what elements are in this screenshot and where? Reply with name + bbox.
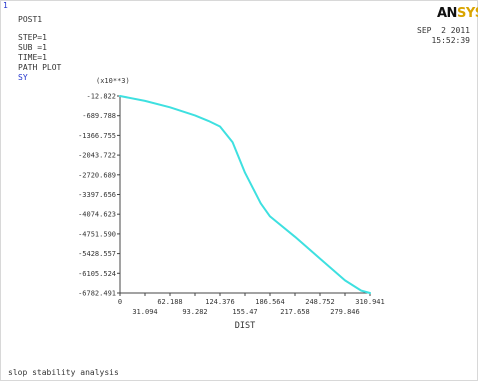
y-axis-multiplier-label: (x10**3) [96,77,130,85]
plot-header: POST1 STEP=1 SUB =1 TIME=1 PATH PLOT SY [18,15,61,83]
y-tick-label: -6782.491 [78,290,116,298]
plot-datetime: SEP 2 2011 15:52:39 [417,26,470,46]
x-tick-label: 0 [118,298,122,306]
x-tick-label: 124.376 [205,298,235,306]
x-tick-label: 186.564 [255,298,285,306]
y-tick-label: -4074.623 [78,211,116,219]
logo-text-tail: SYS [456,6,478,21]
x-tick-label: 62.188 [157,298,182,306]
y-tick-label: -689.788 [82,112,116,120]
header-line-step: STEP=1 [18,33,47,42]
analysis-title: slop stability analysis [8,368,119,377]
y-tick-label: -12.822 [86,93,116,101]
y-tick-label: -3397.656 [78,191,116,199]
x-tick-label: 279.846 [330,308,360,316]
window-number: 1 [3,1,8,10]
header-line-time: TIME=1 [18,53,47,62]
x-tick-label: 155.47 [232,308,257,316]
x-tick-label: 217.658 [280,308,310,316]
x-tick-label: 31.094 [132,308,157,316]
y-tick-label: -4751.590 [78,230,116,238]
logo-text-main: AN [437,6,457,21]
plotted-item-label: SY [18,73,28,82]
x-axis-label: DIST [235,321,255,331]
header-line-plot-type: PATH PLOT [18,63,62,72]
y-tick-label: -5428.557 [78,250,116,258]
plot-date: SEP 2 2011 [417,26,470,35]
y-tick-label: -6105.524 [78,270,116,278]
x-tick-label: 310.941 [355,298,385,306]
header-line-sub: SUB =1 [18,43,47,52]
sy-path-curve [119,95,371,294]
y-tick-label: -2720.689 [78,171,116,179]
post-title: POST1 [18,15,43,24]
plot-time: 15:52:39 [431,36,470,45]
y-tick-label: -2043.722 [78,152,116,160]
y-tick-label: -1366.755 [78,132,116,140]
x-tick-label: 248.752 [305,298,335,306]
x-tick-label: 93.282 [182,308,207,316]
